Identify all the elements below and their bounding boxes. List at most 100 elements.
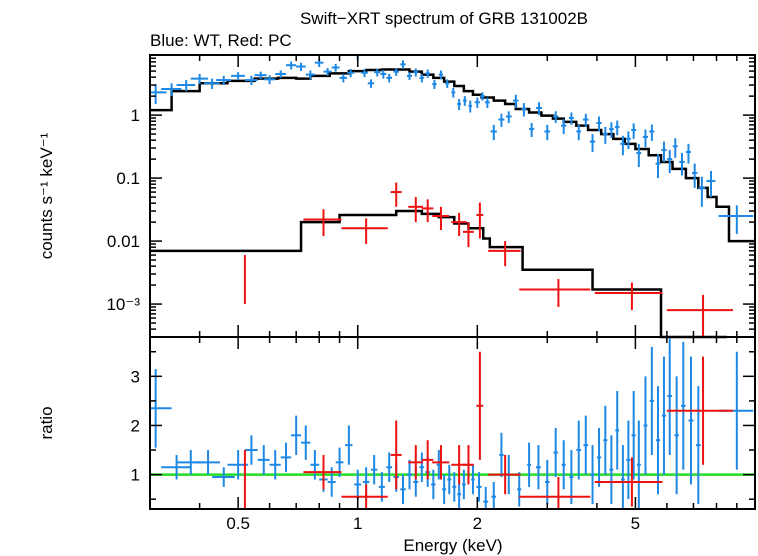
spectrum-wt-point [498, 113, 505, 127]
spectrum-wt-point [544, 124, 551, 141]
spectrum-wt-point [451, 87, 456, 98]
ratio-wt-point [517, 472, 522, 507]
spectrum-wt-point [479, 92, 485, 101]
ratio-frame [149, 336, 756, 510]
ratio-pc-point [666, 356, 733, 465]
spectrum-wt-point [620, 135, 626, 156]
spectrum-wt-point [176, 80, 196, 92]
spectrum-wt-point [490, 124, 497, 141]
spectrum-wt-point [649, 124, 655, 141]
ratio-wt-point [442, 474, 447, 505]
ratio-wt-point [603, 405, 608, 475]
spectrum-wt-point [150, 84, 167, 105]
spectrum-wt-point [589, 134, 596, 152]
spectrum-wt-point [400, 60, 406, 69]
ratio-wt-point [461, 469, 466, 500]
spectrum-wt-point [296, 62, 306, 72]
spectrum-pc-point [666, 294, 733, 337]
spectrum-wt-point [305, 70, 315, 80]
spectrum-pc-point [303, 209, 342, 237]
spectrum-y-tick-label: 10⁻³ [106, 295, 140, 314]
ratio-wt-point [471, 464, 475, 495]
ratio-wt-point [499, 432, 504, 478]
ratio-wt-point [688, 356, 694, 485]
spectrum-wt-point [254, 71, 267, 80]
ratio-pc-point [488, 454, 521, 495]
spectrum-wt-point [347, 68, 355, 78]
x-tick-label: 2 [473, 514, 482, 533]
ratio-wt-point [431, 469, 436, 500]
spectrum-wt-point [521, 103, 527, 117]
spectrum-panel: 1 0.1 0.01 10⁻³ counts s⁻¹ keV⁻¹ [37, 54, 756, 339]
spectrum-pc-point [462, 222, 474, 248]
spectrum-wt-point [642, 129, 649, 148]
spectrum-pc-point [341, 218, 388, 244]
spectrum-wt-point [484, 97, 490, 108]
spectrum-wt-point [602, 126, 608, 144]
ratio-wt-point [310, 450, 320, 480]
spectrum-wt-point [614, 120, 620, 136]
ratio-pc-point [390, 420, 402, 490]
ratio-wt-point [655, 386, 661, 495]
spectrum-pc-point [451, 212, 467, 237]
x-axis-label: Energy (keV) [403, 536, 502, 555]
ratio-wt-point [680, 341, 686, 470]
spectrum-wt-point [331, 63, 340, 72]
ratio-wt-point [561, 440, 566, 490]
spectrum-wt-point [596, 116, 602, 132]
ratio-wt-point [280, 442, 292, 473]
ratio-wt-point [406, 459, 413, 490]
spectrum-wt-point [568, 112, 574, 125]
spectrum-wt-point [582, 113, 589, 127]
x-tick-label: 0.5 [226, 514, 250, 533]
ratio-wt-point [590, 445, 595, 505]
spectrum-wt-point [667, 149, 673, 174]
spectrum-wt-point [190, 73, 209, 85]
ratio-pc-point [303, 454, 342, 490]
spectrum-wt-point [380, 70, 387, 79]
spectrum-wt-point [655, 154, 661, 179]
spectrum-wt-point [393, 67, 399, 76]
ratio-wt-point [615, 391, 620, 470]
ratio-wt-point [244, 435, 258, 465]
spectrum-wt-point [505, 111, 512, 123]
ratio-wt-point [161, 454, 191, 480]
spectrum-wt-point [244, 75, 258, 86]
spectrum-wt-point [432, 80, 437, 89]
ratio-wt-point [695, 386, 701, 505]
ratio-pc-point [519, 477, 591, 509]
ratio-wt-point [400, 474, 406, 505]
spectrum-wt-point [425, 69, 430, 78]
spectrum-y-tick-label: 1 [131, 106, 140, 125]
spectrum-wt-point [445, 79, 450, 88]
spectrum-pc-point [390, 182, 402, 207]
spectrum-wt-point [561, 119, 567, 135]
spectrum-wt-point [367, 79, 375, 88]
spectrum-wt-point [513, 94, 519, 108]
ratio-wt-point [257, 445, 270, 475]
ratio-wt-point [419, 452, 425, 482]
spectrum-wt-point [386, 73, 393, 83]
ratio-wt-point [150, 368, 172, 448]
ratio-wt-point [354, 469, 362, 500]
ratio-wt-point [527, 442, 532, 487]
spectrum-wt-point [679, 153, 685, 176]
spectrum-wt-point [474, 97, 480, 108]
spectrum-wt-point [203, 78, 220, 89]
pc-model-curve [150, 209, 727, 339]
spectrum-wt-point [413, 68, 419, 77]
spectrum-wt-point [552, 111, 559, 123]
ratio-wt-point [674, 376, 679, 495]
spectrum-wt-point [361, 68, 368, 78]
ratio-wt-point [212, 467, 235, 487]
spectrum-wt-point [535, 102, 543, 116]
spectrum-wt-point [339, 73, 348, 83]
x-tick-label: 5 [631, 514, 640, 533]
ratio-wt-point [626, 420, 631, 500]
ratio-pc-point [341, 484, 388, 509]
spectrum-wt-point [529, 122, 535, 137]
spectrum-wt-point [698, 176, 706, 207]
spectrum-wt-point [625, 131, 631, 149]
ratio-y-tick-label: 2 [131, 416, 140, 435]
